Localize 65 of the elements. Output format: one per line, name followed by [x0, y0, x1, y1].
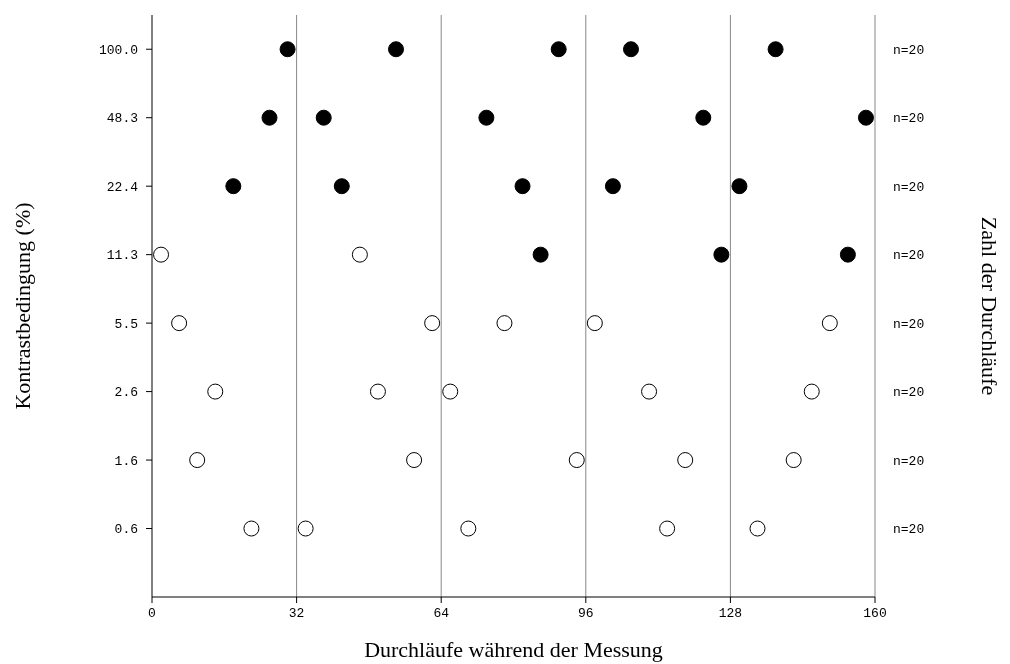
point — [351, 246, 368, 263]
point — [803, 383, 820, 400]
point — [333, 178, 350, 195]
y2-tick-label: n=20 — [893, 42, 925, 58]
y-tick-label: 22.4 — [106, 179, 139, 195]
point — [460, 520, 477, 537]
y2-axis-title: Zahl der Durchläufe — [977, 216, 1002, 396]
point — [695, 109, 712, 126]
x-tick-label: 32 — [288, 606, 305, 621]
y-axis-title: Kontrastbedingung (%) — [10, 202, 35, 410]
point — [297, 520, 314, 537]
point — [189, 452, 206, 469]
point — [604, 178, 621, 195]
x-tick-label: 96 — [578, 606, 594, 621]
point — [821, 315, 838, 332]
point — [677, 452, 694, 469]
point — [369, 383, 386, 400]
point — [731, 178, 748, 195]
point — [207, 383, 224, 400]
point — [713, 246, 730, 263]
point — [622, 41, 639, 58]
point — [532, 246, 549, 263]
y2-tick-label: n=20 — [893, 316, 925, 332]
y-tick-label: 5.5 — [114, 316, 138, 332]
x-tick-label: 64 — [433, 606, 450, 621]
y2-tick-label: n=20 — [893, 522, 925, 538]
point — [641, 383, 658, 400]
y2-tick-label: n=20 — [893, 453, 925, 469]
y2-tick-label: n=20 — [893, 179, 925, 195]
point — [550, 41, 567, 58]
point — [171, 315, 188, 332]
point — [478, 109, 495, 126]
point — [857, 109, 874, 126]
point — [315, 109, 332, 126]
point — [279, 41, 296, 58]
point — [153, 246, 170, 263]
point — [406, 452, 423, 469]
x-tick-label: 160 — [863, 606, 887, 621]
point — [442, 383, 459, 400]
point — [839, 246, 856, 263]
y2-tick-label: n=20 — [893, 385, 925, 401]
x-tick-label: 128 — [718, 606, 743, 621]
point — [514, 178, 531, 195]
point — [243, 520, 260, 537]
y-tick-label: 0.6 — [114, 522, 138, 538]
y-tick-label: 2.6 — [114, 385, 138, 401]
y-tick-label: 48.3 — [106, 111, 138, 127]
point — [785, 452, 802, 469]
y2-tick-label: n=20 — [893, 111, 925, 127]
point — [767, 41, 784, 58]
point — [496, 315, 513, 332]
point — [424, 315, 441, 332]
point — [659, 520, 676, 537]
point — [568, 452, 585, 469]
y-tick-label: 100.0 — [98, 42, 138, 58]
x-axis-title: Durchläufe während der Messung — [364, 637, 663, 662]
y-tick-label: 11.3 — [106, 248, 138, 264]
point — [261, 109, 278, 126]
point — [586, 315, 603, 332]
x-tick-label: 0 — [148, 606, 156, 621]
point — [225, 178, 242, 195]
y-tick-label: 1.6 — [114, 453, 138, 469]
y2-tick-label: n=20 — [893, 248, 925, 264]
point — [749, 520, 766, 537]
point — [388, 41, 405, 58]
